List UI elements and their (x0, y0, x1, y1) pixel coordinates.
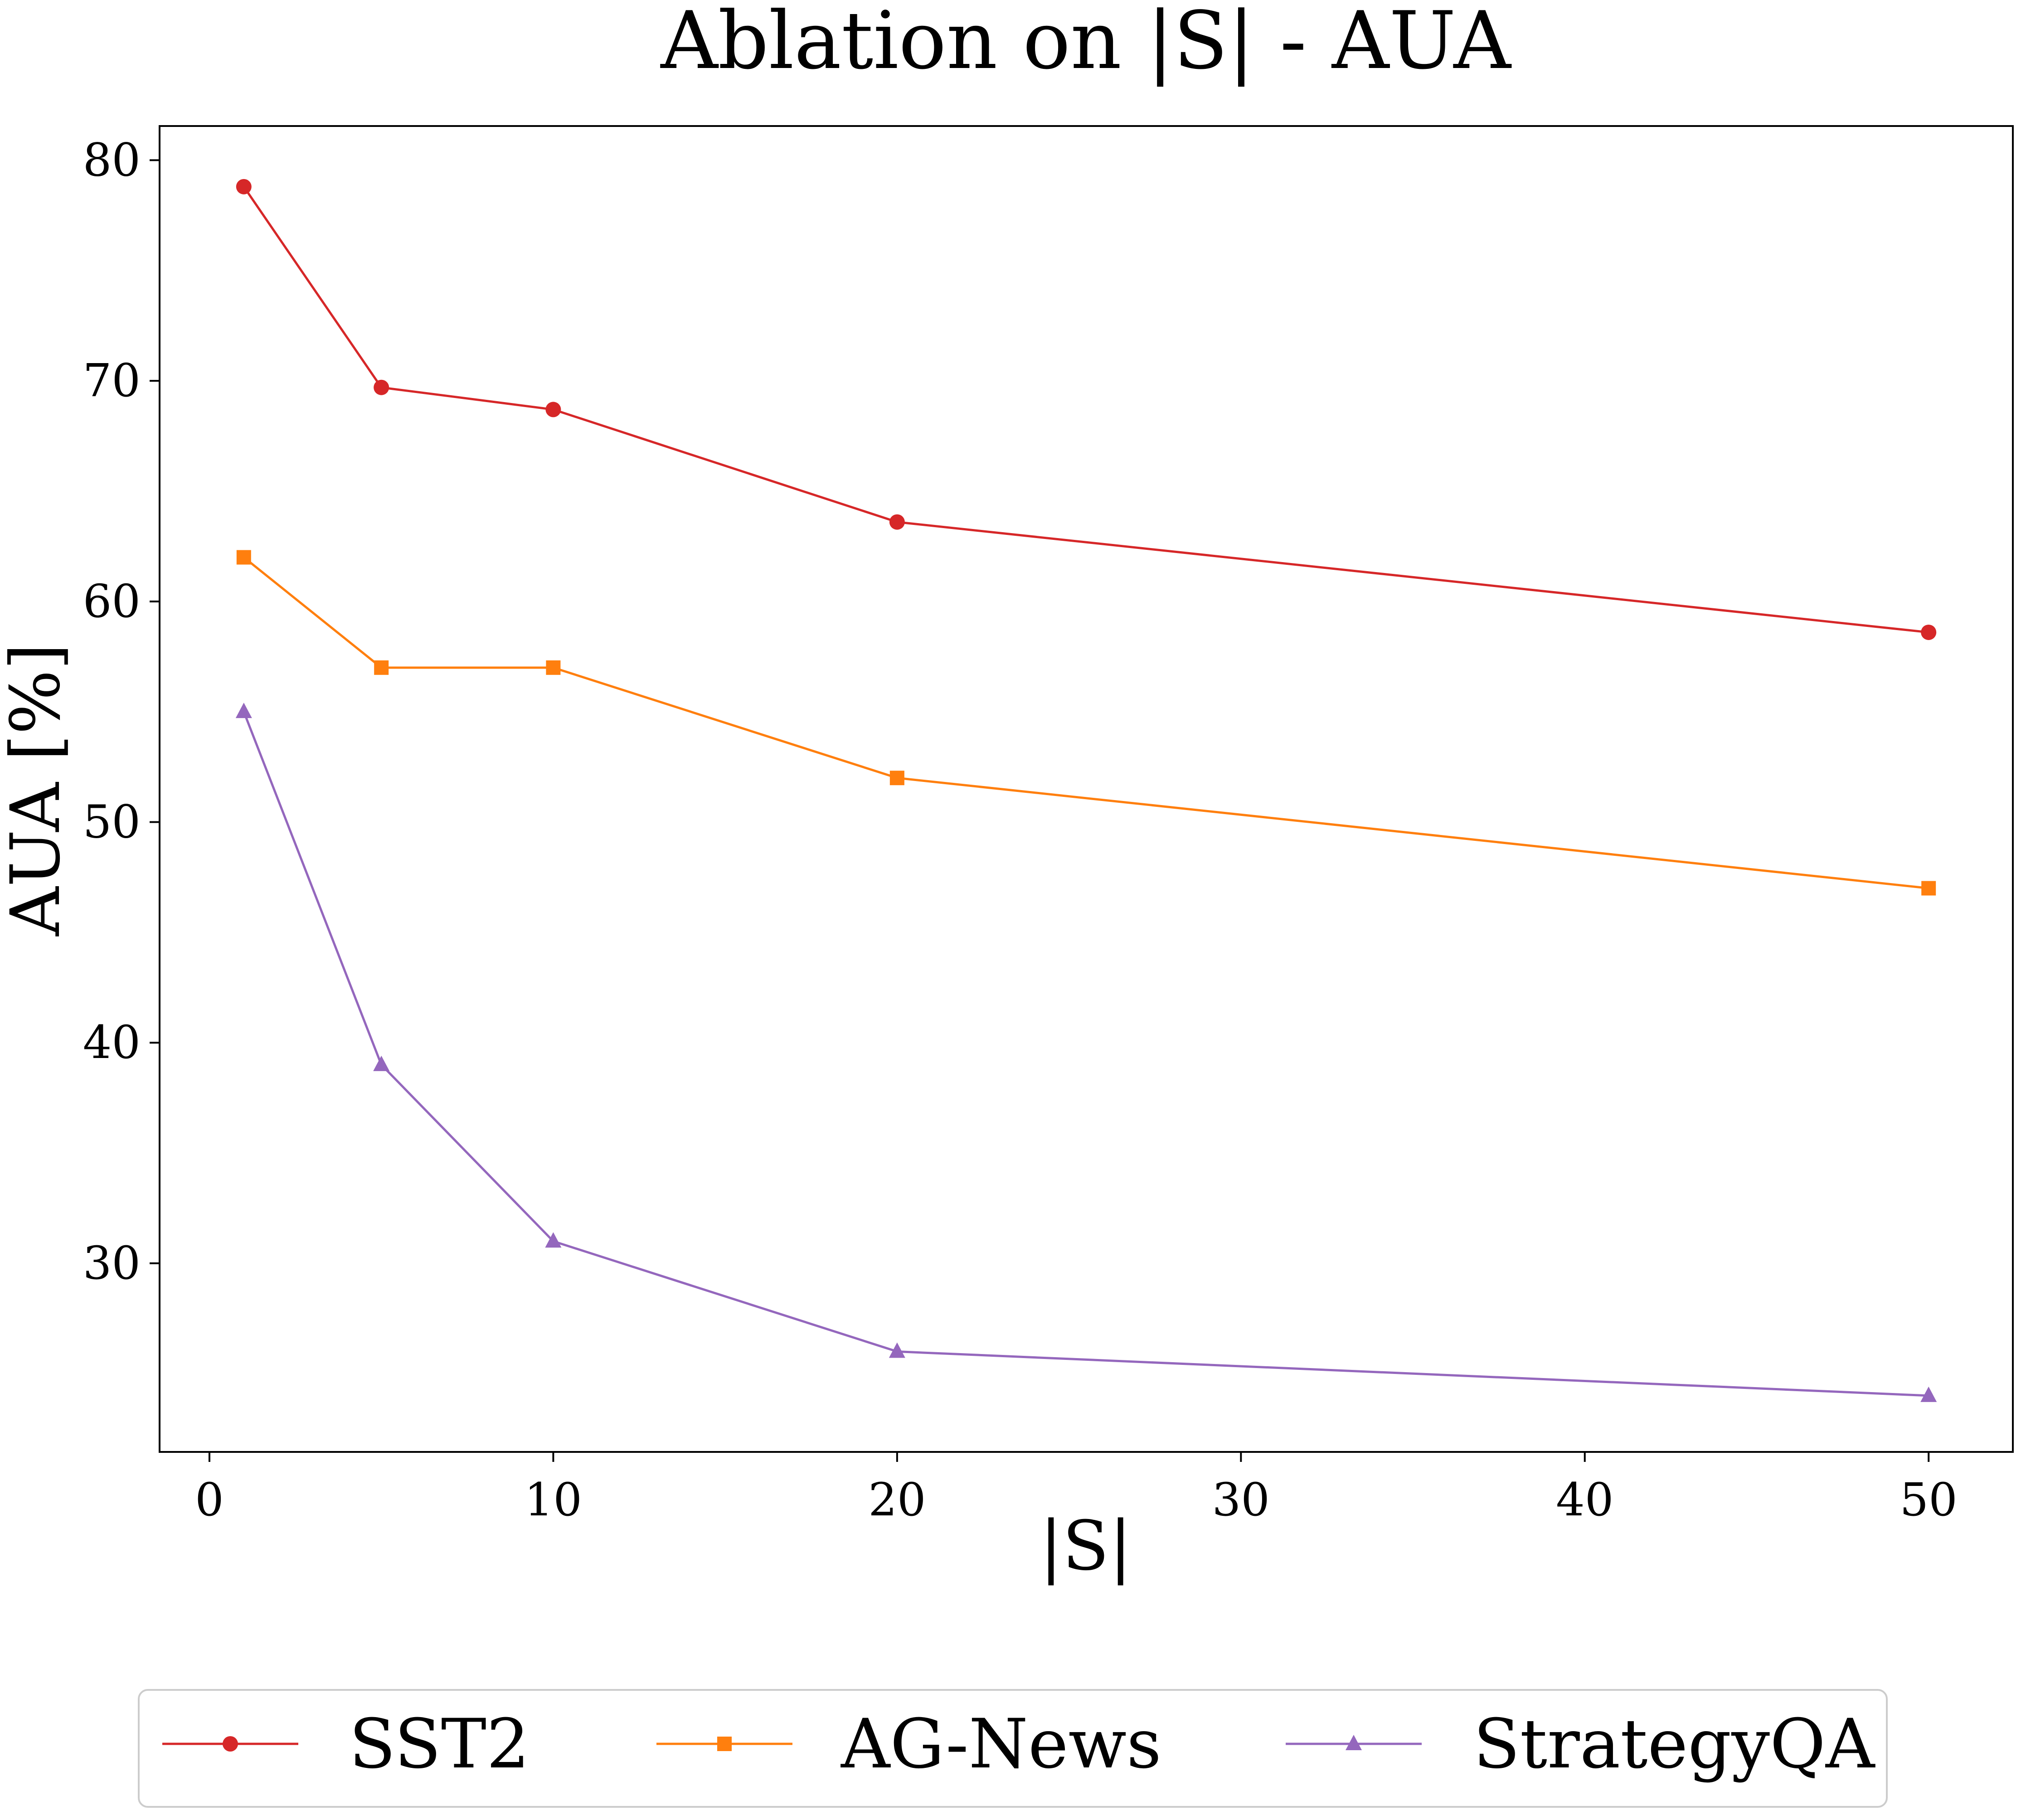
y-axis-label: AUA [%] (0, 643, 75, 937)
legend-label-1: SST2 (349, 1705, 530, 1784)
y-axis: 30 40 50 60 70 80 (83, 133, 160, 1290)
plot-frame (159, 125, 2014, 1453)
data-point-2-5 (1921, 881, 1936, 896)
x-tick-label: 40 (1556, 1473, 1613, 1526)
x-axis-label: |S| (1040, 1507, 1132, 1586)
x-tick-label: 20 (868, 1473, 926, 1526)
y-tick-label: 40 (83, 1016, 141, 1069)
data-point-1-1 (236, 179, 252, 194)
plot-area (235, 179, 1937, 1402)
y-tick-label: 70 (83, 354, 141, 407)
chart-title: Ablation on |S| - AUA (660, 0, 1512, 87)
data-point-2-2 (374, 660, 389, 675)
series-line-3 (243, 711, 1929, 1397)
legend-label-2: AG-News (841, 1705, 1161, 1784)
x-tick-label: 30 (1212, 1473, 1270, 1526)
data-point-1-4 (889, 514, 905, 530)
data-point-2-3 (546, 660, 561, 675)
data-point-1-3 (545, 402, 561, 417)
series-line-1 (243, 186, 1929, 634)
data-point-3-5 (1920, 1386, 1937, 1402)
x-tick-label: 10 (525, 1473, 582, 1526)
series-line-2 (243, 556, 1929, 889)
legend: SST2 AG-News StrategyQA (162, 1705, 1875, 1784)
x-tick-label: 0 (195, 1473, 224, 1526)
y-tick-label: 50 (83, 796, 141, 849)
y-tick-label: 60 (83, 575, 141, 628)
legend-label-3: StrategyQA (1473, 1705, 1875, 1784)
y-tick-label: 30 (83, 1237, 141, 1290)
legend-marker-2 (717, 1737, 732, 1751)
data-point-3-2 (373, 1055, 390, 1071)
data-point-1-2 (374, 379, 389, 395)
data-point-3-4 (889, 1342, 905, 1358)
x-axis: 0 10 20 30 40 50 (195, 1452, 1958, 1526)
data-point-3-1 (235, 703, 252, 718)
legend-box (138, 1689, 1888, 1808)
x-tick-label: 50 (1900, 1473, 1958, 1526)
legend-marker-3 (1346, 1735, 1362, 1750)
data-point-2-1 (236, 550, 251, 565)
y-tick-label: 80 (83, 133, 141, 186)
data-point-1-5 (1921, 624, 1937, 640)
data-point-2-4 (889, 771, 904, 786)
data-point-3-3 (545, 1232, 562, 1248)
legend-marker-1 (223, 1736, 238, 1752)
